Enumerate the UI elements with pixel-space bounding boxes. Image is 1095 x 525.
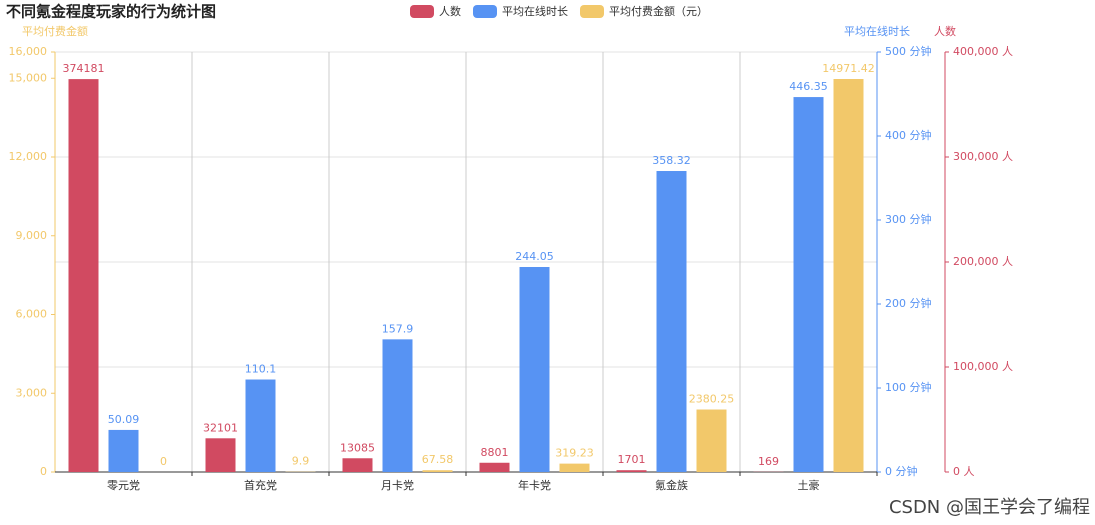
y2-tick-label: 100 分钟 (885, 380, 932, 394)
y2-tick-label: 300 分钟 (885, 212, 932, 226)
watermark: CSDN @国王学会了编程 (889, 497, 1090, 518)
y3-tick-label: 300,000 人 (953, 150, 1013, 163)
bar (342, 458, 373, 472)
bar (696, 409, 727, 472)
legend-swatch (410, 5, 434, 18)
y2-tick-label: 200 分钟 (885, 296, 932, 310)
bar (616, 470, 647, 472)
y2-tick-label: 400 分钟 (885, 128, 932, 142)
y3-tick-label: 200,000 人 (953, 255, 1013, 268)
data-label: 8801 (481, 446, 509, 459)
data-label: 0 (160, 455, 167, 468)
legend-label: 平均付费金额（元） (609, 4, 708, 18)
data-label: 9.9 (292, 455, 310, 468)
bar (205, 438, 236, 472)
data-label: 374181 (63, 62, 105, 75)
y-tick-label: 0 (40, 465, 47, 478)
bar (422, 470, 453, 472)
y2-tick-label: 500 分钟 (885, 44, 932, 58)
legend-swatch (580, 5, 604, 18)
bar (245, 379, 276, 472)
data-label: 157.9 (382, 322, 414, 335)
y-tick-label: 6,000 (16, 308, 48, 321)
x-tick-label: 首充党 (244, 478, 277, 492)
bar (382, 339, 413, 472)
legend-swatch (473, 5, 497, 18)
y3-tick-label: 400,000 人 (953, 45, 1013, 58)
x-tick-label: 零元党 (107, 479, 140, 492)
data-label: 67.58 (422, 453, 454, 466)
bar (833, 79, 864, 473)
data-label: 110.1 (245, 363, 277, 376)
data-label: 358.32 (652, 154, 691, 167)
chart-title: 不同氪金程度玩家的行为统计图 (6, 3, 216, 21)
bar (793, 97, 824, 472)
y2-axis-title: 平均在线时长 (844, 24, 910, 38)
y3-axis-title: 人数 (934, 25, 956, 38)
x-tick-label: 年卡党 (518, 478, 551, 492)
bar (479, 462, 510, 472)
y2-tick-label: 0 分钟 (885, 464, 918, 478)
y-tick-label: 9,000 (16, 229, 48, 242)
y-tick-label: 3,000 (16, 386, 48, 399)
data-label: 319.23 (555, 447, 594, 460)
data-label: 2380.25 (689, 393, 735, 406)
y3-tick-label: 100,000 人 (953, 360, 1013, 373)
data-label: 1701 (618, 453, 646, 466)
bar (656, 171, 687, 472)
y-axis-title: 平均付费金额 (22, 24, 88, 38)
data-label: 169 (758, 455, 779, 468)
x-tick-label: 土豪 (798, 478, 820, 492)
x-tick-label: 月卡党 (381, 479, 414, 492)
y-tick-label: 15,000 (9, 71, 48, 84)
bar (68, 79, 99, 472)
x-tick-label: 氪金族 (655, 478, 688, 492)
y-tick-label: 16,000 (9, 45, 48, 58)
data-label: 244.05 (515, 250, 554, 263)
y3-tick-label: 0 人 (953, 465, 975, 478)
data-label: 13085 (340, 441, 375, 454)
y-tick-label: 12,000 (9, 150, 48, 163)
legend-label: 人数 (439, 5, 461, 18)
data-label: 32101 (203, 421, 238, 434)
legend-label: 平均在线时长 (502, 4, 568, 18)
bar (108, 429, 139, 472)
data-label: 50.09 (108, 413, 140, 426)
bar (559, 463, 590, 472)
data-label: 14971.42 (822, 62, 875, 75)
data-label: 446.35 (789, 80, 828, 93)
bar (519, 266, 550, 472)
